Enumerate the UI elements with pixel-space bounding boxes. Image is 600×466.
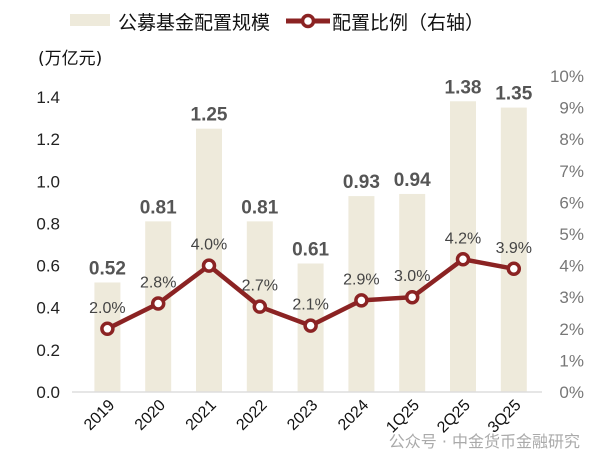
line-value-label: 4.0% xyxy=(191,237,227,254)
x-tick-label: 3Q25 xyxy=(485,397,525,437)
line-value-label: 3.9% xyxy=(496,240,532,257)
y2-tick-label: 8% xyxy=(559,130,584,149)
bar-value-label: 1.38 xyxy=(445,77,482,98)
y-tick-label: 1.0 xyxy=(36,172,60,191)
line-point xyxy=(455,252,471,267)
x-tick-label: 2Q25 xyxy=(434,397,474,437)
y-tick-label: 0.2 xyxy=(36,341,60,360)
line-point xyxy=(354,293,369,308)
line-point xyxy=(404,289,420,305)
bar-value-label: 0.93 xyxy=(343,172,380,193)
y2-tick-label: 9% xyxy=(559,99,584,118)
y-tick-label: 0.8 xyxy=(36,214,60,233)
line-value-label: 4.2% xyxy=(445,230,481,247)
x-tick-label: 2022 xyxy=(233,397,270,434)
bar-value-label: 0.81 xyxy=(140,197,177,218)
bar-value-label: 0.61 xyxy=(292,239,329,260)
x-tick-label: 1Q25 xyxy=(383,397,423,437)
line-value-label: 2.1% xyxy=(292,297,328,314)
x-tick-label: 2021 xyxy=(183,397,220,434)
bar-value-label: 0.52 xyxy=(89,258,126,279)
line-value-label: 2.8% xyxy=(140,275,176,292)
legend-line-label: 配置比例（右轴） xyxy=(332,12,484,34)
line-value-label: 2.0% xyxy=(89,300,125,317)
line-value-label: 2.7% xyxy=(242,278,278,295)
line-point xyxy=(100,321,115,337)
line-value-label: 2.9% xyxy=(343,271,379,288)
line-point xyxy=(150,296,166,311)
legend-bar-swatch xyxy=(70,14,110,26)
y-tick-label: 0.0 xyxy=(36,383,60,402)
bar-value-label: 1.35 xyxy=(495,84,532,105)
bar-value-label: 0.81 xyxy=(241,197,278,218)
legend-line-marker xyxy=(300,13,316,29)
legend: 公募基金配置规模 配置比例（右轴） xyxy=(70,12,484,34)
line-value-label: 3.0% xyxy=(394,268,430,285)
watermark: 公众号 · 中金货币金融研究 xyxy=(389,432,580,451)
y-tick-label: 1.2 xyxy=(36,130,60,149)
line-point xyxy=(303,318,318,333)
x-tick-label: 2023 xyxy=(284,397,321,434)
y2-tick-label: 5% xyxy=(559,225,584,244)
bar xyxy=(500,107,527,392)
line-point xyxy=(201,258,217,273)
legend-bar-label: 公募基金配置规模 xyxy=(118,12,270,34)
x-tick-label: 2024 xyxy=(335,397,372,434)
bar xyxy=(450,101,476,392)
y-tick-label: 0.4 xyxy=(36,299,60,318)
line-point xyxy=(506,261,522,277)
y2-tick-label: 10% xyxy=(550,67,584,86)
bar xyxy=(94,282,121,392)
line-point xyxy=(252,299,268,314)
y2-tick-label: 6% xyxy=(559,193,584,212)
bar-value-label: 1.25 xyxy=(191,105,228,126)
y-tick-label: 0.6 xyxy=(36,257,60,276)
y-tick-label: 1.4 xyxy=(36,88,60,107)
y-axis-unit: (万亿元) xyxy=(38,49,102,69)
x-tick-label: 2020 xyxy=(132,397,169,434)
bar-value-label: 0.94 xyxy=(394,170,431,191)
y2-tick-label: 7% xyxy=(559,162,584,181)
y2-tick-label: 4% xyxy=(559,257,584,276)
y2-tick-label: 0% xyxy=(559,383,584,402)
y2-tick-label: 2% xyxy=(559,320,584,339)
x-tick-label: 2019 xyxy=(81,397,118,434)
y2-tick-label: 1% xyxy=(559,351,584,370)
y2-tick-label: 3% xyxy=(559,288,584,307)
